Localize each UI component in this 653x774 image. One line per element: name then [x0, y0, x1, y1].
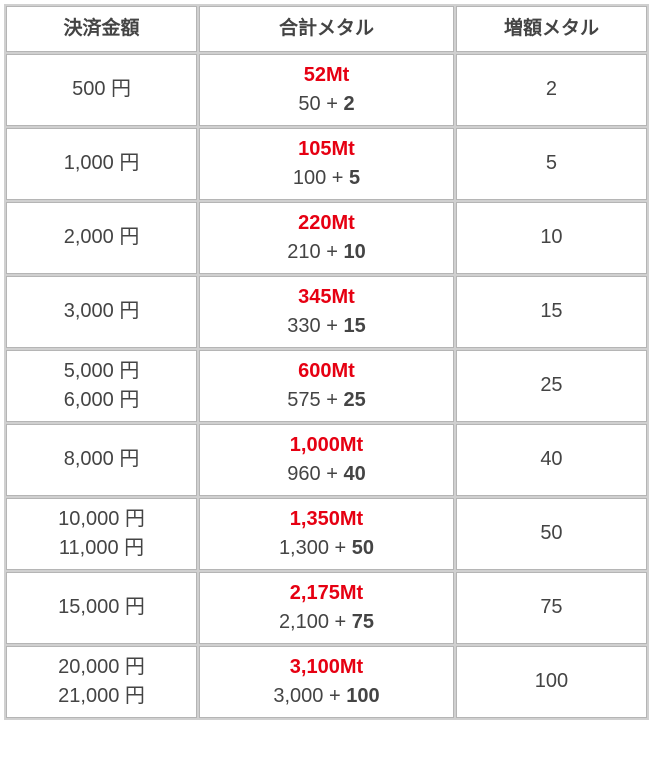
cell-bonus-metal: 5: [456, 128, 647, 200]
cell-payment-amount: 20,000 円 21,000 円: [6, 646, 197, 718]
cell-payment-amount: 3,000 円: [6, 276, 197, 348]
total-metal-value: 2,175Mt: [290, 582, 363, 604]
total-metal-value: 52Mt: [304, 64, 350, 86]
cell-bonus-metal: 25: [456, 350, 647, 422]
cell-total-metal: 105Mt100 + 5: [199, 128, 454, 200]
bonus-in-sum-value: 50: [352, 537, 374, 559]
bonus-in-sum-value: 100: [346, 685, 379, 707]
total-metal-value: 1,000Mt: [290, 434, 363, 456]
payment-amount-value: 8,000 円: [64, 448, 140, 470]
bonus-in-sum-value: 75: [352, 611, 374, 633]
table-row: 20,000 円21,000 円3,100Mt3,000 + 100100: [6, 646, 647, 718]
payment-amount-value: 500 円: [72, 78, 131, 100]
base-metal-value: 210: [287, 241, 320, 263]
bonus-in-sum-value: 15: [343, 315, 365, 337]
base-metal-value: 50: [298, 93, 320, 115]
col-header-bonus-metal: 増額メタル: [456, 6, 647, 52]
cell-payment-amount: 15,000 円: [6, 572, 197, 644]
cell-payment-amount: 5,000 円 6,000 円: [6, 350, 197, 422]
total-metal-value: 345Mt: [298, 286, 355, 308]
base-metal-value: 3,000: [273, 685, 323, 707]
payment-amount-value: 6,000 円: [64, 389, 140, 411]
total-metal-value: 1,350Mt: [290, 508, 363, 530]
base-metal-value: 100: [293, 167, 326, 189]
payment-amount-value: 3,000 円: [64, 300, 140, 322]
col-header-amount: 決済金額: [6, 6, 197, 52]
cell-bonus-metal: 50: [456, 498, 647, 570]
cell-bonus-metal: 15: [456, 276, 647, 348]
payment-amount-value: 1,000 円: [64, 152, 140, 174]
bonus-in-sum-value: 2: [343, 93, 354, 115]
bonus-in-sum-value: 40: [343, 463, 365, 485]
pricing-table: 決済金額 合計メタル 増額メタル 500 円52Mt50 + 221,000 円…: [4, 4, 649, 720]
col-header-total-metal: 合計メタル: [199, 6, 454, 52]
base-metal-value: 1,300: [279, 537, 329, 559]
cell-payment-amount: 10,000 円 11,000 円: [6, 498, 197, 570]
cell-total-metal: 1,350Mt1,300 + 50: [199, 498, 454, 570]
table-row: 2,000 円220Mt210 + 1010: [6, 202, 647, 274]
bonus-in-sum-value: 5: [349, 167, 360, 189]
cell-total-metal: 3,100Mt3,000 + 100: [199, 646, 454, 718]
cell-payment-amount: 500 円: [6, 54, 197, 126]
total-metal-value: 3,100Mt: [290, 656, 363, 678]
table-row: 15,000 円2,175Mt2,100 + 7575: [6, 572, 647, 644]
cell-total-metal: 52Mt50 + 2: [199, 54, 454, 126]
base-metal-value: 330: [287, 315, 320, 337]
table-row: 8,000 円1,000Mt960 + 4040: [6, 424, 647, 496]
cell-total-metal: 600Mt575 + 25: [199, 350, 454, 422]
cell-payment-amount: 8,000 円: [6, 424, 197, 496]
base-metal-value: 575: [287, 389, 320, 411]
payment-amount-value: 15,000 円: [58, 596, 145, 618]
payment-amount-value: 21,000 円: [58, 685, 145, 707]
cell-bonus-metal: 75: [456, 572, 647, 644]
base-metal-value: 960: [287, 463, 320, 485]
table-row: 3,000 円345Mt330 + 1515: [6, 276, 647, 348]
base-metal-value: 2,100: [279, 611, 329, 633]
total-metal-value: 220Mt: [298, 212, 355, 234]
bonus-in-sum-value: 25: [343, 389, 365, 411]
bonus-in-sum-value: 10: [343, 241, 365, 263]
table-row: 1,000 円105Mt100 + 55: [6, 128, 647, 200]
cell-bonus-metal: 40: [456, 424, 647, 496]
cell-total-metal: 1,000Mt960 + 40: [199, 424, 454, 496]
total-metal-value: 600Mt: [298, 360, 355, 382]
table-header-row: 決済金額 合計メタル 増額メタル: [6, 6, 647, 52]
payment-amount-value: 11,000 円: [59, 537, 144, 559]
cell-payment-amount: 2,000 円: [6, 202, 197, 274]
cell-bonus-metal: 10: [456, 202, 647, 274]
table-row: 10,000 円11,000 円1,350Mt1,300 + 5050: [6, 498, 647, 570]
cell-payment-amount: 1,000 円: [6, 128, 197, 200]
cell-bonus-metal: 100: [456, 646, 647, 718]
cell-total-metal: 345Mt330 + 15: [199, 276, 454, 348]
payment-amount-value: 10,000 円: [58, 508, 145, 530]
payment-amount-value: 20,000 円: [58, 656, 145, 678]
cell-total-metal: 2,175Mt2,100 + 75: [199, 572, 454, 644]
payment-amount-value: 5,000 円: [64, 360, 140, 382]
table-row: 500 円52Mt50 + 22: [6, 54, 647, 126]
payment-amount-value: 2,000 円: [64, 226, 140, 248]
table-row: 5,000 円6,000 円600Mt575 + 2525: [6, 350, 647, 422]
cell-total-metal: 220Mt210 + 10: [199, 202, 454, 274]
cell-bonus-metal: 2: [456, 54, 647, 126]
total-metal-value: 105Mt: [298, 138, 355, 160]
